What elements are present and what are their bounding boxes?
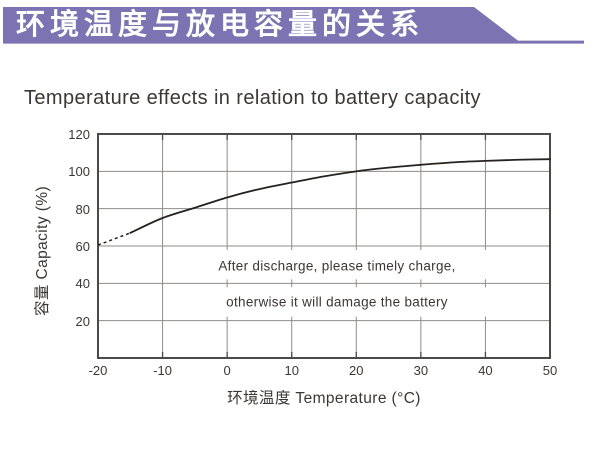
- annotation-mask: [209, 250, 546, 280]
- x-tick-label: -20: [88, 363, 108, 378]
- annotation-line-2: otherwise it will damage the battery: [226, 294, 448, 310]
- x-tick-label: 10: [284, 363, 299, 378]
- x-tick-label: -10: [153, 363, 172, 378]
- y-axis-title: 容量 Capacity (%): [34, 185, 51, 317]
- capacity-curve-dashed-start: [97, 232, 131, 246]
- banner-shape: [3, 7, 584, 44]
- y-tick-label: 40: [75, 276, 90, 292]
- x-tick-label: 50: [542, 363, 558, 378]
- y-tick-label: 60: [75, 239, 90, 254]
- y-tick-label: 100: [68, 164, 90, 180]
- y-tick-label: 20: [75, 313, 90, 329]
- y-tick-label: 80: [75, 201, 90, 217]
- x-axis-title: 环境温度 Temperature (°C): [227, 390, 421, 407]
- chart-title: Temperature effects in relation to batte…: [24, 87, 481, 109]
- capacity-curve: [129, 158, 551, 234]
- annotation-mask: [209, 287, 546, 317]
- y-tick-label: 120: [68, 127, 90, 142]
- annotation-line-1: After discharge, please timely charge,: [218, 258, 456, 274]
- x-tick-label: 0: [223, 363, 231, 378]
- header-banner: [3, 7, 584, 44]
- banner-title: 环境温度与放电容量的关系: [16, 9, 425, 41]
- x-tick-label: 20: [349, 363, 364, 378]
- plot-border: [97, 133, 551, 359]
- x-tick-label: 30: [413, 363, 429, 378]
- x-tick-label: 40: [478, 363, 493, 378]
